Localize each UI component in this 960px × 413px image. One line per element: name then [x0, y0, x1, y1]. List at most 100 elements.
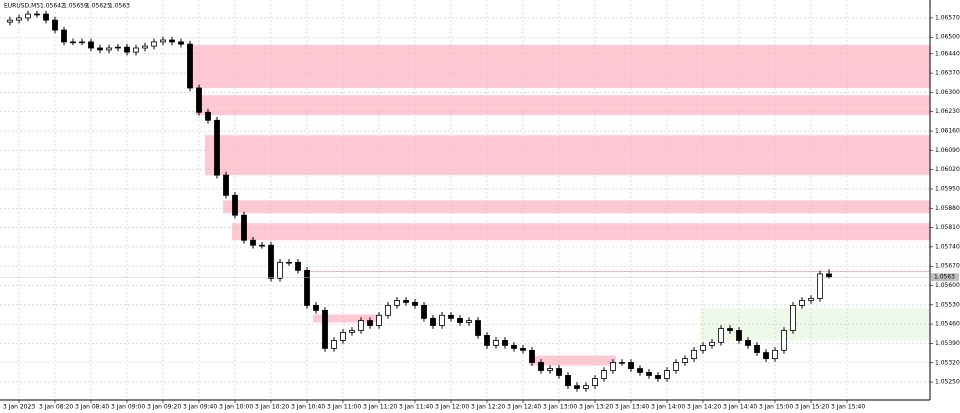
candle-body	[475, 320, 481, 336]
x-tick-label: 3 Jan 13:20	[579, 404, 613, 411]
candle-body	[241, 214, 247, 241]
x-tick-label: 3 Jan 12:00	[435, 404, 469, 411]
y-tick-label: 1.05950	[935, 185, 960, 192]
candle-body	[295, 261, 301, 271]
candle-body	[277, 261, 283, 279]
candle-body	[43, 13, 49, 21]
candle-body	[826, 273, 832, 278]
zone	[195, 95, 931, 116]
header: EURUSD,M5 1.05642 1.05659 1.05625 1.0563	[4, 3, 130, 10]
y-tick-label: 1.06300	[935, 89, 960, 96]
candle-body	[655, 375, 661, 379]
candle-body	[799, 300, 805, 306]
candle-body	[349, 330, 355, 333]
last-low: 1.05625	[86, 3, 111, 10]
candle-body	[421, 304, 427, 319]
candle-body	[88, 41, 94, 49]
candle-body	[223, 174, 229, 196]
candle-body	[178, 41, 184, 45]
candle-body	[16, 17, 22, 21]
y-tick-label: 1.06090	[935, 147, 960, 154]
candle-body	[817, 273, 823, 299]
candle-body	[556, 368, 562, 376]
zone	[204, 135, 930, 176]
candle-body	[259, 244, 265, 247]
x-tick-label: 3 Jan 13:00	[543, 404, 577, 411]
y-tick-label: 1.06500	[935, 34, 960, 41]
candle-body	[673, 362, 679, 371]
candle-body	[70, 41, 76, 44]
candle-body	[682, 358, 688, 363]
x-tick-label: 3 Jan 09:00	[111, 404, 145, 411]
candle-body	[313, 304, 319, 311]
candle-body	[610, 362, 616, 371]
candle-body	[358, 320, 364, 331]
candle-body	[511, 344, 517, 349]
candle-body	[637, 368, 643, 373]
y-tick-label: 1.06570	[935, 14, 960, 21]
candle-body	[142, 45, 148, 49]
x-tick-label: 3 Jan 15:00	[759, 404, 793, 411]
y-tick-label: 1.06370	[935, 70, 960, 77]
y-tick-label: 1.05460	[935, 321, 960, 328]
x-tick-label: 3 Jan 09:20	[147, 404, 181, 411]
candle-body	[772, 349, 778, 360]
candle-body	[700, 344, 706, 351]
y-tick-label: 1.05740	[935, 243, 960, 250]
candle-body	[205, 111, 211, 121]
price-tag	[931, 273, 959, 282]
candle-body	[457, 317, 463, 323]
x-tick-label: 3 Jan 10:20	[255, 404, 289, 411]
candle-body	[538, 362, 544, 371]
candle-body	[304, 269, 310, 306]
candle-body	[124, 46, 130, 53]
candle-body	[196, 87, 202, 113]
last-high: 1.05659	[63, 3, 88, 10]
candle-body	[340, 332, 346, 341]
candle-body	[394, 300, 400, 306]
candle-body	[727, 328, 733, 331]
candle-body	[133, 47, 139, 53]
candle-body	[781, 330, 787, 351]
y-tick-label: 1.05670	[935, 263, 960, 270]
zones	[186, 44, 931, 366]
candle-body	[754, 344, 760, 353]
x-tick-label: 3 Jan 11:20	[363, 404, 397, 411]
candle-body	[97, 47, 103, 51]
symbol: EURUSD,M5	[4, 3, 40, 10]
candle-body	[484, 335, 490, 346]
x-tick-label: 3 Jan 08:40	[75, 404, 109, 411]
candle-body	[448, 314, 454, 319]
candle-body	[61, 29, 67, 43]
candle-body	[790, 304, 796, 331]
candle-body	[250, 239, 256, 246]
candle-body	[736, 330, 742, 341]
y-tick-label: 1.06160	[935, 128, 960, 135]
zone	[529, 355, 617, 366]
candle-body	[412, 301, 418, 306]
x-tick-label: 3 Jan 10:00	[219, 404, 253, 411]
candle-body	[691, 349, 697, 360]
candle-body	[439, 314, 445, 326]
candle-body	[214, 119, 220, 176]
x-tick-label: 3 Jan 11:00	[327, 404, 361, 411]
candle-body	[79, 41, 85, 44]
x-tick-label: 3 Jan 12:40	[507, 404, 541, 411]
candle-body	[763, 352, 769, 360]
x-tick-label: 3 Jan 14:40	[723, 404, 757, 411]
zone	[313, 314, 383, 323]
x-tick-label: 3 Jan 08:20	[39, 404, 73, 411]
candle-body	[745, 340, 751, 346]
candle-body	[520, 348, 526, 351]
candle-body	[619, 362, 625, 364]
candle-body	[646, 372, 652, 376]
candle-body	[268, 244, 274, 279]
candle-body	[574, 385, 580, 389]
candle-body	[34, 13, 40, 16]
x-tick-label: 3 Jan 09:40	[183, 404, 217, 411]
x-tick-label: 3 Jan 12:20	[471, 404, 505, 411]
candle-body	[403, 300, 409, 303]
y-tick-label: 1.05810	[935, 224, 960, 231]
candle-body	[367, 320, 373, 326]
